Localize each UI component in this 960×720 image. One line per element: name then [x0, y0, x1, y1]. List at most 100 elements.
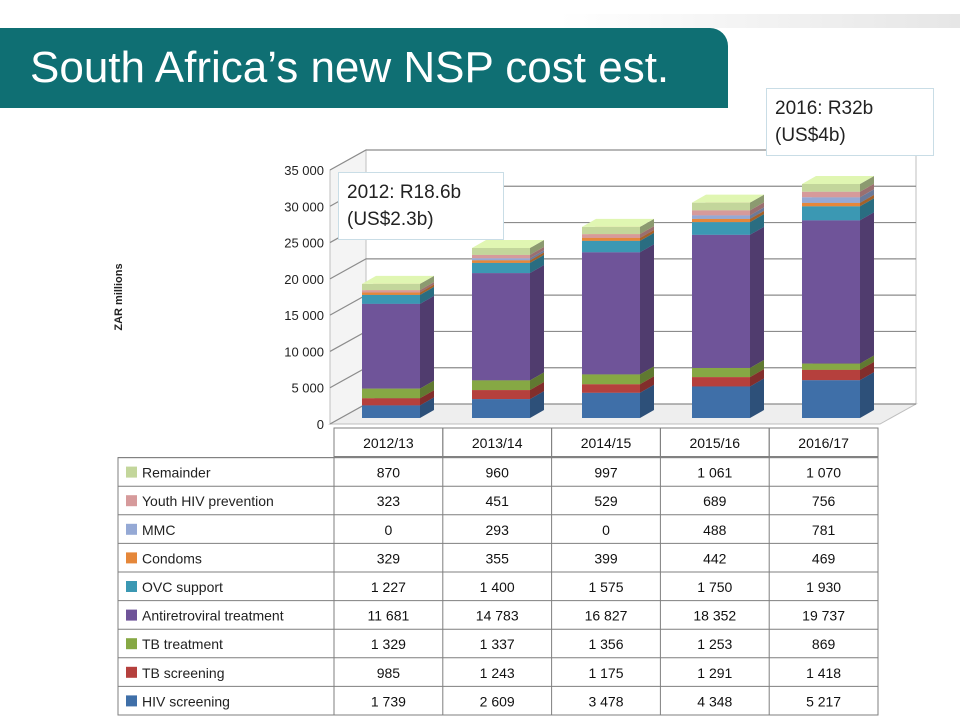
- bar-segment: [472, 380, 530, 391]
- bar-segment-side: [750, 194, 764, 211]
- bar-segment: [472, 399, 530, 418]
- bar-segment: [472, 273, 530, 381]
- bar-segment-side: [750, 207, 764, 219]
- callout-2012-line1: 2012: R18.6b: [347, 182, 462, 203]
- x-category-label: 2012/13: [363, 435, 414, 451]
- data-label: 1 356: [588, 636, 623, 652]
- data-label: 293: [486, 522, 510, 538]
- data-label: 1 227: [371, 579, 406, 595]
- data-label: 869: [812, 636, 836, 652]
- legend-swatch: [126, 638, 137, 650]
- bar-segment: [802, 183, 860, 192]
- bar-segment: [582, 252, 640, 375]
- bar-segment: [692, 377, 750, 387]
- callout-2012-line2: (US$2.3b): [347, 209, 434, 230]
- bar-segment-side: [750, 226, 764, 368]
- legend-swatch: [126, 695, 137, 707]
- data-label: 4 348: [697, 693, 732, 709]
- callout-2016: 2016: R32b (US$4b): [766, 88, 934, 156]
- bar-segment-side: [640, 232, 654, 253]
- legend-series-name: Condoms: [142, 550, 202, 566]
- data-label: 1 061: [697, 465, 732, 481]
- bar-segment: [692, 210, 750, 216]
- bar-segment: [692, 215, 750, 219]
- data-label: 11 681: [368, 608, 410, 624]
- bar-segment: [802, 369, 860, 381]
- data-label: 960: [486, 465, 510, 481]
- bar-segment: [802, 380, 860, 418]
- data-label: 870: [377, 465, 401, 481]
- bar-segment: [362, 405, 420, 418]
- bar-segment-side: [420, 390, 434, 406]
- data-table: [117, 457, 879, 716]
- bar-segment: [582, 374, 640, 385]
- y-tick-label: 35 000: [284, 163, 324, 178]
- gridline: [329, 149, 916, 171]
- y-axis-label: ZAR millions: [113, 263, 125, 330]
- y-tick-label: 0: [317, 417, 324, 432]
- bar-segment-side: [420, 397, 434, 418]
- bar-segment: [802, 191, 860, 198]
- data-label: 19 737: [802, 608, 845, 624]
- data-label: 1 739: [371, 693, 406, 709]
- legend-swatch: [126, 466, 137, 478]
- bar-segment-side: [530, 372, 544, 391]
- data-label: 756: [812, 493, 836, 509]
- bar-segment-side: [530, 391, 544, 418]
- bar-segment: [362, 292, 420, 295]
- bar-segment: [582, 226, 640, 235]
- callout-2012: 2012: R18.6b (US$2.3b): [338, 172, 504, 240]
- legend-swatch: [126, 552, 137, 564]
- data-label: 1 418: [806, 665, 841, 681]
- data-label: 16 827: [585, 608, 628, 624]
- data-label: 1 400: [480, 579, 515, 595]
- bar-segment: [582, 234, 640, 238]
- bar-segment: [362, 303, 420, 389]
- bar-segment: [362, 398, 420, 406]
- bar-segment-side: [860, 355, 874, 370]
- bar-segment: [582, 240, 640, 253]
- data-label: 689: [703, 493, 727, 509]
- legend-series-name: HIV screening: [142, 693, 230, 709]
- data-label: 399: [594, 550, 618, 566]
- x-category-label: 2013/14: [472, 435, 523, 451]
- data-label: 0: [385, 522, 393, 538]
- data-label: 1 329: [371, 636, 406, 652]
- data-label: 14 783: [476, 608, 519, 624]
- bar-segment: [362, 283, 420, 291]
- legend-series-name: Youth HIV prevention: [142, 493, 274, 509]
- bar-segment: [472, 390, 530, 400]
- bar-segment-side: [420, 282, 434, 293]
- bar-segment-side: [640, 226, 654, 238]
- y-tick-label: 20 000: [284, 272, 324, 287]
- data-label: 3 478: [588, 693, 623, 709]
- data-label: 1 930: [806, 579, 841, 595]
- bar-segment: [472, 247, 530, 255]
- data-label: 442: [703, 550, 727, 566]
- y-tick-label: 25 000: [284, 236, 324, 251]
- x-category-label: 2015/16: [689, 435, 740, 451]
- data-label: 355: [486, 550, 510, 566]
- bar-segment: [802, 202, 860, 207]
- bar-segment-side: [420, 380, 434, 399]
- bar-segment-side: [860, 198, 874, 221]
- slide-title: South Africa’s new NSP cost est.: [30, 43, 670, 92]
- bar-segment-side: [750, 214, 764, 235]
- bar-segment: [472, 254, 530, 259]
- data-label: 0: [602, 522, 610, 538]
- table-header-cell: [768, 427, 879, 458]
- bar-segment: [582, 384, 640, 393]
- bar-segment-top: [362, 275, 434, 284]
- legend-swatch: [126, 495, 137, 507]
- bar-segment-side: [860, 361, 874, 381]
- bar-segment: [802, 197, 860, 203]
- legend-series-name: TB treatment: [142, 636, 223, 652]
- legend-series-name: MMC: [142, 522, 175, 538]
- legend-swatch: [126, 666, 137, 678]
- bar-segment-side: [750, 210, 764, 223]
- y-tick-label: 15 000: [284, 308, 324, 323]
- bar-segment-side: [750, 359, 764, 378]
- data-label: 1 253: [697, 636, 732, 652]
- data-label: 997: [594, 465, 618, 481]
- data-label: 1 243: [480, 665, 515, 681]
